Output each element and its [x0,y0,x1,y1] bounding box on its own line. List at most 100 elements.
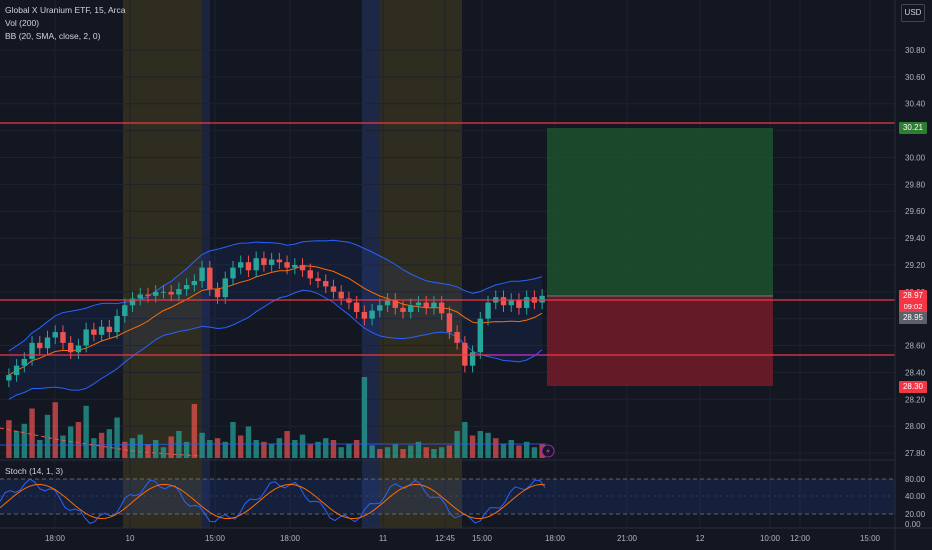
volume-bar [222,441,228,458]
price-tick-label: 29.20 [905,261,926,270]
candle-body [183,285,190,290]
time-tick-label: 18:00 [545,534,566,543]
candle-body [83,329,89,346]
candle-body [253,258,259,271]
candle-body [122,305,128,316]
session-band [123,0,202,528]
volume-bar [477,431,484,458]
time-tick-label: 15:00 [205,534,226,543]
volume-bar [268,443,275,458]
currency-button[interactable]: USD [901,4,925,22]
volume-bar [37,440,43,458]
candle-body [500,297,507,306]
candle-body [392,299,398,308]
volume-bars [6,377,545,458]
candle-body [160,291,167,293]
candle-body [114,315,120,333]
time-axis[interactable]: 18:00 10 15:00 18:00 11 12:45 15:00 18:00 21:00 1… [45,534,881,543]
volume-bar [44,414,51,458]
volume-bar [29,408,35,458]
candle-body [323,281,329,287]
volume-bar [183,441,190,458]
volume-bar [160,447,167,458]
candle-body [284,262,290,268]
volume-bar [469,435,476,458]
candle-body [214,289,221,298]
target-zone[interactable] [547,128,773,296]
candle-body [37,342,43,349]
volume-bar [67,426,74,458]
candle-body [145,294,151,296]
candle-body [539,295,545,303]
candle-body [6,375,12,381]
volume-bar [523,441,530,458]
volume-bar [500,443,507,458]
bollinger-basis [8,265,543,376]
price-tick-label: 28.00 [905,422,926,431]
candle-body [13,365,20,376]
stoch-tick-label: 80.00 [905,475,926,484]
volume-ma-line [0,443,546,446]
volume-bar [91,438,97,458]
time-tick-label: 21:00 [617,534,638,543]
volume-bar [106,429,113,458]
volume-legend[interactable]: Vol (200) [5,18,40,28]
candle-body [408,305,414,312]
stoch-tick-label: 40.00 [905,492,926,501]
session-band [202,0,210,528]
volume-bar [6,420,12,458]
time-tick-label: 10 [126,534,135,543]
volume-bar [462,422,468,458]
candle-body [438,302,445,314]
volume-bar [508,440,514,458]
stoch-k-line [0,478,546,525]
candle-body [52,332,58,338]
candle-body [137,294,143,299]
price-tick-label: 30.80 [905,46,926,55]
candle-body [222,278,228,298]
price-tick-label: 30.00 [905,153,926,162]
symbol-legend[interactable]: Global X Uranium ETF, 15, Arca [5,5,126,15]
entry-price-tag: 28.95 [899,312,927,324]
volume-bar [207,440,213,458]
volume-bar [261,441,267,458]
lightning-icon[interactable] [541,444,555,458]
price-axis[interactable]: 30.8030.6030.4030.2030.0029.8029.6029.40… [905,46,926,458]
volume-bar [98,432,105,458]
candle-body [199,267,205,282]
bollinger-legend[interactable]: BB (20, SMA, close, 2, 0) [5,31,101,41]
candle-body [176,289,182,295]
volume-bar [415,441,422,458]
volume-bar [408,445,414,458]
volume-bar [168,436,174,458]
target-price-tag: 30.21 [899,122,927,134]
candle-body [106,326,113,333]
volume-bar [129,438,136,458]
stoch-axis[interactable]: 80.00 40.00 20.000.00 [905,475,926,529]
volume-bar [446,445,453,458]
last-price-tag: 28.97 [899,290,927,302]
volume-bar [199,432,205,458]
horizontal-levels[interactable] [0,122,895,356]
stop-zone[interactable] [547,296,773,386]
candle-body [307,270,313,279]
candle-body [369,310,375,319]
volume-bar [423,447,429,458]
candle-body [268,259,275,265]
candle-body [523,297,530,308]
bollinger-fill [8,240,543,400]
price-tick-label: 29.80 [905,180,926,189]
candle-body [261,258,267,265]
candle-body [477,318,484,353]
volume-bar [361,377,368,458]
countdown-tag: 09:02 [899,301,927,313]
stoch-tick-label: 20.00 [905,510,926,519]
candle-body [431,302,437,308]
candle-body [454,332,460,343]
candle-body [415,302,422,306]
candle-body [44,337,51,349]
price-tick-label: 28.20 [905,395,926,404]
price-tick-label: 30.40 [905,100,926,109]
stoch-legend[interactable]: Stoch (14, 1, 3) [5,466,64,476]
